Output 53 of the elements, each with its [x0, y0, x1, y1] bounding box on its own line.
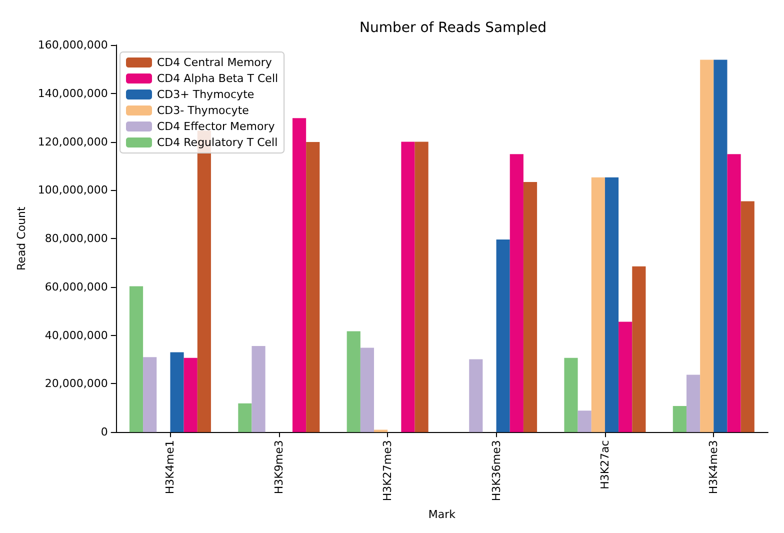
- bar: [523, 182, 538, 432]
- bar: [618, 322, 632, 432]
- bar: [672, 406, 686, 432]
- bar: [700, 60, 714, 432]
- bar: [292, 118, 306, 432]
- bar: [143, 357, 157, 432]
- x-tick-label: H3K4me1: [164, 440, 177, 494]
- bar: [510, 154, 524, 432]
- legend-label: CD4 Central Memory: [157, 56, 272, 69]
- x-tick-label: H3K4me3: [707, 440, 720, 494]
- legend-label: CD4 Regulatory T Cell: [157, 136, 278, 149]
- legend-label: CD3- Thymocyte: [157, 104, 250, 117]
- y-tick-label: 40,000,000: [44, 328, 108, 342]
- bar: [184, 358, 198, 432]
- x-tick-label: H3K27ac: [598, 440, 612, 490]
- y-tick-label: 120,000,000: [38, 135, 108, 148]
- legend-label: CD4 Effector Memory: [157, 120, 276, 133]
- bar: [252, 346, 266, 432]
- bar: [564, 358, 578, 432]
- bar: [591, 177, 605, 432]
- bar: [170, 352, 184, 432]
- y-axis-title: Read Count: [15, 206, 28, 270]
- bar: [238, 403, 252, 432]
- legend-label: CD4 Alpha Beta T Cell: [157, 72, 278, 85]
- bar: [578, 410, 592, 432]
- x-tick-label: H3K36me3: [490, 440, 503, 502]
- legend-label: CD3+ Thymocyte: [157, 88, 254, 101]
- bar: [360, 348, 374, 432]
- bar: [401, 142, 415, 432]
- bar: [496, 240, 510, 432]
- y-tick-label: 100,000,000: [38, 184, 108, 197]
- bar: [727, 154, 741, 432]
- chart-title: Number of Reads Sampled: [360, 20, 546, 36]
- bar: [129, 286, 144, 432]
- bar: [374, 430, 388, 432]
- bar: [714, 60, 728, 432]
- bar: [740, 201, 754, 432]
- y-tick-label: 0: [100, 426, 108, 439]
- x-tick-label: H3K27me3: [381, 440, 394, 502]
- y-tick-label: 160,000,000: [38, 38, 108, 52]
- bar: [604, 177, 619, 432]
- y-tick-label: 80,000,000: [44, 232, 108, 246]
- x-tick-label: H3K9me3: [272, 440, 286, 494]
- x-axis-title: Mark: [428, 508, 456, 521]
- bar: [306, 142, 320, 432]
- bar: [346, 331, 360, 432]
- y-tick-label: 20,000,000: [44, 377, 108, 390]
- bar: [686, 374, 700, 432]
- bar: [469, 359, 483, 432]
- y-tick-label: 60,000,000: [44, 280, 108, 294]
- bar: [414, 142, 428, 432]
- bar: [632, 266, 646, 432]
- y-tick-label: 140,000,000: [38, 86, 108, 100]
